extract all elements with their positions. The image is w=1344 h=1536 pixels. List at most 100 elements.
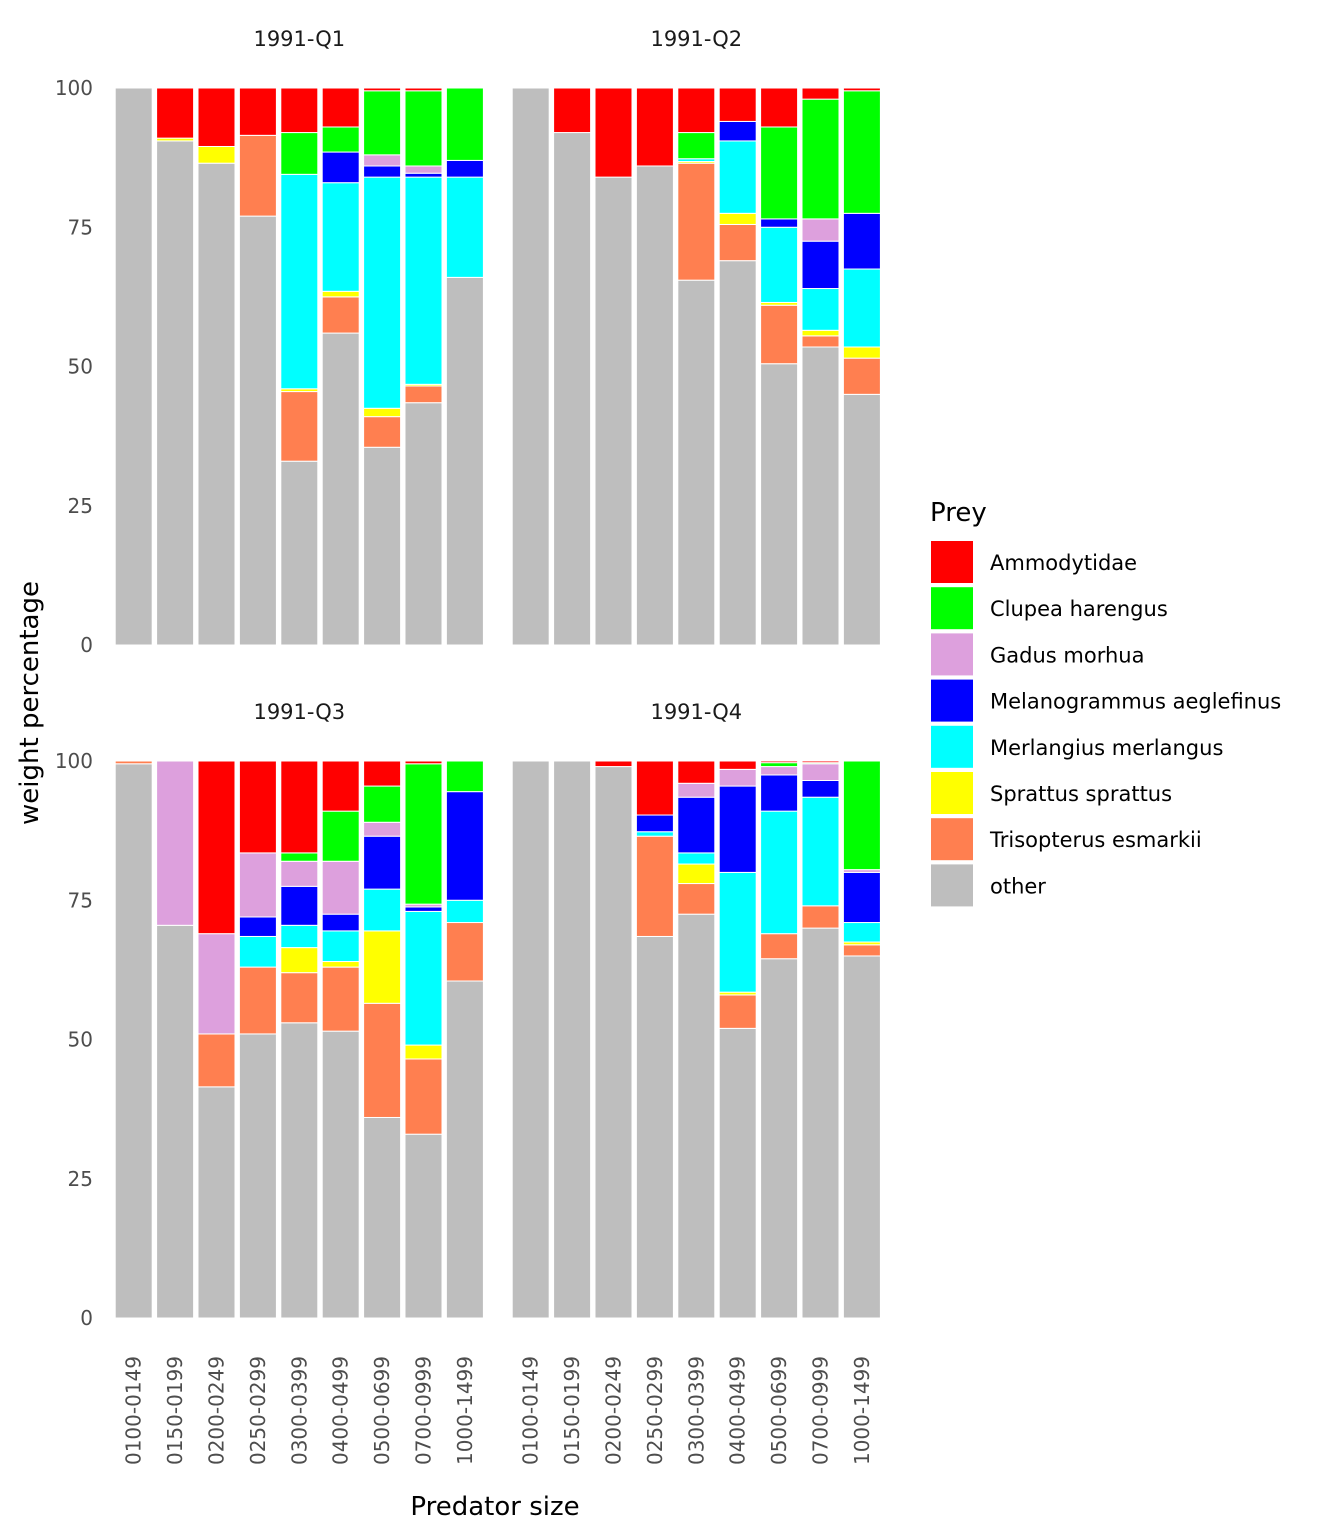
bar-segment-ammodytidae (635, 760, 674, 816)
panel-title: 1991-Q2 (650, 27, 742, 51)
bar-segment-merlangius-merlangus (321, 930, 360, 963)
bar-segment-trisopterus-esmarkii (801, 905, 840, 929)
bar-segment-trisopterus-esmarkii (842, 944, 881, 957)
x-tick-label: 0300-0399 (684, 1356, 708, 1465)
bar-segment-ammodytidae (238, 760, 277, 854)
bar-segment-trisopterus-esmarkii (321, 296, 360, 334)
x-axis-title: Predator size (410, 1492, 579, 1522)
x-tick-label: 0700-0999 (412, 1356, 436, 1465)
bar-segment-trisopterus-esmarkii (321, 966, 360, 1032)
legend-entry-clupea-harengus: Clupea harengus (931, 587, 1168, 630)
legend-entry-gadus-morhua: Gadus morhua (931, 633, 1144, 676)
bar-0200-0249 (197, 87, 236, 646)
bar-segment-melanogrammus-aeglefinus (238, 916, 277, 937)
bar-1000-1499 (445, 87, 484, 646)
bar-segment-merlangius-merlangus (363, 176, 402, 409)
bar-segment-gadus-morhua (404, 165, 443, 174)
bar-segment-ammodytidae (238, 87, 277, 136)
bar-0300-0399 (280, 760, 319, 1319)
bar-segment-clupea-harengus (404, 763, 443, 905)
bar-segment-other (842, 955, 881, 1319)
panel-title: 1991-Q4 (650, 700, 742, 724)
bar-segment-ammodytidae (594, 760, 633, 768)
bar-segment-trisopterus-esmarkii (363, 1002, 402, 1118)
bar-0700-0999 (404, 760, 443, 1319)
bar-segment-other (677, 913, 716, 1319)
bar-segment-clupea-harengus (363, 90, 402, 156)
bar-segment-clupea-harengus (801, 98, 840, 220)
bar-segment-trisopterus-esmarkii (718, 223, 757, 262)
bar-segment-merlangius-merlangus (280, 924, 319, 949)
bar-segment-melanogrammus-aeglefinus (635, 814, 674, 833)
bar-segment-gadus-morhua (801, 763, 840, 781)
bar-segment-melanogrammus-aeglefinus (677, 796, 716, 854)
bar-segment-clupea-harengus (280, 852, 319, 862)
legend-entry-ammodytidae: Ammodytidae (931, 541, 1137, 583)
bar-segment-sprattus-sprattus (677, 863, 716, 885)
bar-segment-merlangius-merlangus (238, 935, 277, 968)
bar-segment-ammodytidae (197, 760, 236, 935)
bar-segment-clupea-harengus (321, 810, 360, 862)
legend-label: Ammodytidae (990, 551, 1137, 575)
bar-segment-melanogrammus-aeglefinus (404, 906, 443, 912)
bar-segment-ammodytidae (280, 760, 319, 854)
bar-0150-0199 (156, 760, 195, 1319)
bar-segment-other (760, 363, 799, 646)
bar-segment-trisopterus-esmarkii (801, 335, 840, 348)
bar-segment-clupea-harengus (363, 785, 402, 823)
legend-entry-sprattus-sprattus: Sprattus sprattus (931, 772, 1172, 814)
bar-segment-melanogrammus-aeglefinus (842, 871, 881, 924)
bar-0500-0699 (760, 760, 799, 1319)
bar-segment-ammodytidae (553, 87, 592, 134)
bar-segment-merlangius-merlangus (321, 182, 360, 292)
bar-segment-clupea-harengus (677, 132, 716, 160)
bar-segment-other (594, 176, 633, 646)
legend-label: Melanogrammus aeglefinus (990, 690, 1281, 714)
bar-segment-merlangius-merlangus (842, 268, 881, 348)
bar-segment-sprattus-sprattus (404, 1044, 443, 1060)
legend-swatch (931, 679, 973, 722)
bar-segment-clupea-harengus (842, 760, 881, 871)
legend-swatch (931, 864, 973, 907)
x-tick-label: 0150-0199 (163, 1356, 187, 1465)
bar-segment-clupea-harengus (321, 126, 360, 153)
bar-segment-sprattus-sprattus (321, 290, 360, 298)
legend-swatch (931, 541, 973, 583)
bar-0400-0499 (321, 760, 360, 1319)
y-tick-label: 75 (68, 888, 93, 912)
bar-segment-sprattus-sprattus (842, 346, 881, 359)
bar-segment-other (156, 140, 195, 646)
bar-segment-trisopterus-esmarkii (114, 760, 153, 765)
x-tick-label: 0150-0199 (560, 1356, 584, 1465)
bar-segment-trisopterus-esmarkii (404, 1058, 443, 1135)
bar-segment-merlangius-merlangus (760, 226, 799, 303)
bar-segment-gadus-morhua (801, 218, 840, 242)
bar-segment-other (511, 760, 550, 1319)
bar-segment-other (404, 402, 443, 646)
bar-0100-0149 (114, 87, 153, 646)
bar-segment-gadus-morhua (156, 760, 195, 926)
legend-label: Trisopterus esmarkii (989, 828, 1202, 852)
bar-0300-0399 (677, 87, 716, 646)
bar-segment-merlangius-merlangus (635, 831, 674, 837)
x-tick-label: 0400-0499 (726, 1356, 750, 1465)
bar-segment-trisopterus-esmarkii (635, 835, 674, 937)
bar-segment-clupea-harengus (760, 126, 799, 220)
bar-segment-ammodytidae (760, 87, 799, 128)
bar-segment-other (718, 1027, 757, 1319)
bar-segment-melanogrammus-aeglefinus (718, 120, 757, 142)
bar-0500-0699 (363, 760, 402, 1319)
bar-segment-ammodytidae (594, 87, 633, 178)
y-tick-label: 25 (68, 1167, 93, 1191)
bar-segment-other (280, 1022, 319, 1319)
bar-segment-other (635, 165, 674, 646)
bar-segment-melanogrammus-aeglefinus (321, 913, 360, 932)
bar-1000-1499 (842, 760, 881, 1319)
bar-segment-gadus-morhua (677, 782, 716, 798)
bar-segment-clupea-harengus (445, 760, 484, 793)
legend-label: Gadus morhua (990, 643, 1144, 667)
bar-segment-trisopterus-esmarkii (280, 972, 319, 1024)
bar-0300-0399 (280, 87, 319, 646)
x-tick-label: 0250-0299 (643, 1356, 667, 1465)
